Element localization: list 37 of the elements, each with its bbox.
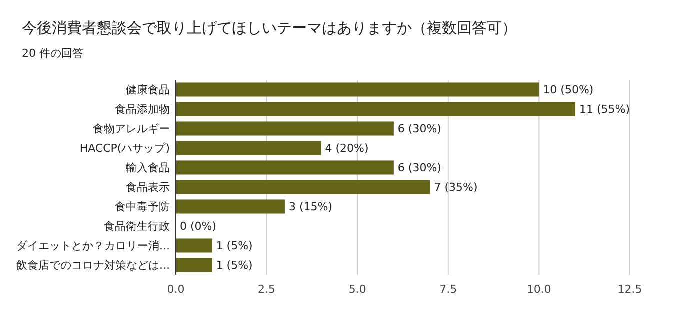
y-tick-label: ダイエットとか？カロリー消...: [16, 240, 170, 253]
x-tick-label: 5.0: [348, 283, 366, 296]
data-label: 1 (5%): [216, 240, 253, 253]
data-label: 3 (15%): [288, 200, 332, 214]
bar: [176, 160, 394, 175]
y-tick-label: HACCP(ハサップ): [80, 142, 170, 156]
y-tick-label: 食中毒予防: [115, 200, 170, 214]
data-label: 11 (55%): [580, 103, 630, 116]
y-tick-label: 輸入食品: [126, 162, 170, 175]
x-tick-label: 0.0: [167, 283, 185, 296]
x-tick-label: 12.5: [618, 283, 642, 296]
data-label: 1 (5%): [216, 259, 253, 272]
data-label: 7 (35%): [434, 181, 478, 194]
data-label: 6 (30%): [398, 162, 442, 175]
data-label: 0 (0%): [180, 220, 217, 234]
bar: [176, 102, 576, 116]
bar: [176, 258, 212, 272]
x-tick-label: 10.0: [526, 283, 552, 296]
x-tick-label: 2.5: [258, 283, 276, 296]
y-tick-label: 食品添加物: [115, 103, 170, 116]
data-label: 10 (50%): [543, 84, 594, 97]
x-tick-label: 7.5: [440, 283, 458, 296]
bar: [176, 122, 394, 136]
bar: [176, 180, 430, 194]
y-tick-label: 食物アレルギー: [93, 122, 170, 136]
y-tick-label: 飲食店でのコロナ対策などは...: [16, 259, 170, 272]
bar: [176, 82, 540, 97]
bar: [176, 238, 212, 253]
text: 20 件の回答: [22, 47, 84, 60]
data-label: 4 (20%): [325, 142, 369, 156]
y-tick-label: 健康食品: [126, 84, 170, 97]
y-tick-label: 食品表示: [126, 181, 170, 194]
data-label: 6 (30%): [398, 122, 442, 136]
y-tick-label: 食品衛生行政: [104, 220, 170, 234]
bar: [176, 141, 322, 156]
bar: [176, 200, 285, 214]
chart-title: 今後消費者懇談会で取り上げてほしいテーマはありますか（複数回答可）: [22, 19, 517, 37]
